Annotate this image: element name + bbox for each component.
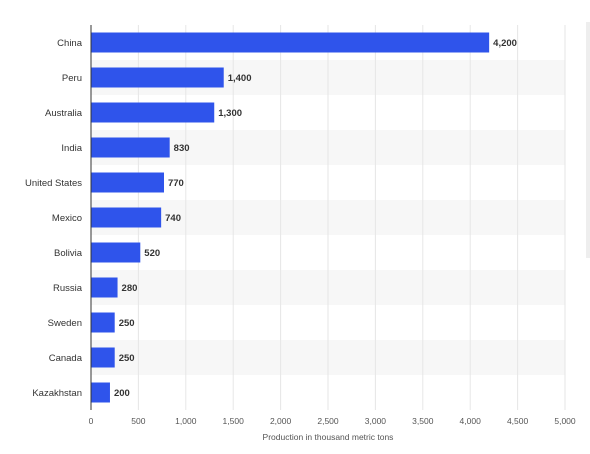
value-label: 830 bbox=[174, 143, 190, 154]
x-tick-label: 3,000 bbox=[365, 416, 387, 426]
category-label: Mexico bbox=[52, 213, 82, 224]
bar[interactable] bbox=[91, 382, 110, 403]
category-label: Bolivia bbox=[54, 248, 83, 259]
value-label: 4,200 bbox=[493, 38, 517, 49]
category-label: Kazakhstan bbox=[32, 388, 82, 399]
category-label: Canada bbox=[49, 353, 83, 364]
bar[interactable] bbox=[91, 242, 141, 263]
x-tick-label: 1,000 bbox=[175, 416, 197, 426]
x-tick-label: 2,000 bbox=[270, 416, 292, 426]
bar[interactable] bbox=[91, 312, 115, 333]
bar[interactable] bbox=[91, 172, 164, 193]
category-label: Peru bbox=[62, 73, 82, 84]
bar[interactable] bbox=[91, 207, 162, 228]
x-tick-label: 2,500 bbox=[317, 416, 339, 426]
x-tick-label: 4,000 bbox=[460, 416, 482, 426]
value-label: 1,400 bbox=[228, 73, 252, 84]
value-label: 520 bbox=[144, 248, 160, 259]
x-tick-label: 1,500 bbox=[223, 416, 245, 426]
x-tick-label: 500 bbox=[131, 416, 145, 426]
value-label: 1,300 bbox=[218, 108, 242, 119]
x-tick-label: 5,000 bbox=[554, 416, 576, 426]
bar[interactable] bbox=[91, 137, 170, 158]
category-labels: China Peru Australia India United States Mexi… bbox=[25, 38, 83, 399]
value-labels: 4,200 1,400 1,300 830 770 740 520 280 250 250 200 bbox=[114, 38, 517, 399]
x-tick-label: 4,500 bbox=[507, 416, 529, 426]
category-label: China bbox=[57, 38, 83, 49]
value-label: 770 bbox=[168, 178, 184, 189]
value-label: 200 bbox=[114, 388, 130, 399]
bar[interactable] bbox=[91, 32, 490, 53]
x-tick-labels: 0 500 1,000 1,500 2,000 2,500 3,000 3,500 4,000 4… bbox=[89, 416, 576, 426]
category-label: Russia bbox=[53, 283, 83, 294]
edge-panel bbox=[586, 22, 590, 258]
value-label: 250 bbox=[119, 353, 135, 364]
value-label: 740 bbox=[165, 213, 181, 224]
x-tick-label: 3,500 bbox=[412, 416, 434, 426]
bar[interactable] bbox=[91, 277, 118, 298]
value-label: 250 bbox=[119, 318, 135, 329]
value-label: 280 bbox=[122, 283, 138, 294]
category-label: United States bbox=[25, 178, 82, 189]
category-label: India bbox=[61, 143, 82, 154]
x-axis-title: Production in thousand metric tons bbox=[263, 432, 394, 442]
x-tick-label: 0 bbox=[89, 416, 94, 426]
bar[interactable] bbox=[91, 67, 224, 88]
grid-lines bbox=[137, 25, 566, 410]
category-label: Sweden bbox=[48, 318, 82, 329]
bar[interactable] bbox=[91, 102, 215, 123]
bars bbox=[91, 32, 490, 403]
bar[interactable] bbox=[91, 347, 115, 368]
category-label: Australia bbox=[45, 108, 83, 119]
